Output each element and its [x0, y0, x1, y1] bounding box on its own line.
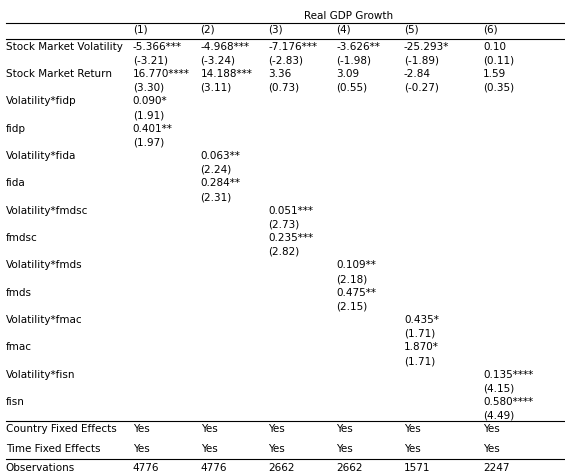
Text: Yes: Yes: [404, 444, 421, 454]
Text: (2.15): (2.15): [336, 302, 367, 312]
Text: 14.188***: 14.188***: [201, 69, 253, 79]
Text: (1.71): (1.71): [404, 329, 435, 339]
Text: Volatility*fmdsc: Volatility*fmdsc: [6, 206, 88, 216]
Text: Time Fixed Effects: Time Fixed Effects: [6, 444, 100, 454]
Text: (2.82): (2.82): [268, 247, 299, 257]
Text: (-3.21): (-3.21): [133, 55, 168, 65]
Text: (1): (1): [133, 25, 147, 35]
Text: (-3.24): (-3.24): [201, 55, 236, 65]
Text: (4.15): (4.15): [483, 384, 514, 394]
Text: 0.284**: 0.284**: [201, 178, 241, 188]
Text: (2.24): (2.24): [201, 165, 232, 175]
Text: (2.73): (2.73): [268, 219, 299, 229]
Text: 1571: 1571: [404, 463, 431, 473]
Text: Yes: Yes: [404, 424, 421, 435]
Text: (0.11): (0.11): [483, 55, 514, 65]
Text: 0.10: 0.10: [483, 42, 506, 52]
Text: -3.626**: -3.626**: [336, 42, 380, 52]
Text: (-1.89): (-1.89): [404, 55, 439, 65]
Text: Yes: Yes: [336, 424, 353, 435]
Text: fisn: fisn: [6, 397, 24, 407]
Text: Country Fixed Effects: Country Fixed Effects: [6, 424, 116, 435]
Text: Real GDP Growth: Real GDP Growth: [305, 11, 393, 21]
Text: 0.475**: 0.475**: [336, 288, 376, 298]
Text: (2.31): (2.31): [201, 192, 232, 202]
Text: Volatility*fida: Volatility*fida: [6, 151, 76, 161]
Text: -25.293*: -25.293*: [404, 42, 449, 52]
Text: (0.55): (0.55): [336, 83, 367, 93]
Text: (2): (2): [201, 25, 215, 35]
Text: Volatility*fisn: Volatility*fisn: [6, 370, 75, 380]
Text: Yes: Yes: [133, 424, 150, 435]
Text: Yes: Yes: [483, 444, 500, 454]
Text: 0.135****: 0.135****: [483, 370, 533, 380]
Text: 0.401**: 0.401**: [133, 123, 173, 133]
Text: fmac: fmac: [6, 342, 32, 352]
Text: fmdsc: fmdsc: [6, 233, 37, 243]
Text: Yes: Yes: [201, 424, 218, 435]
Text: fidp: fidp: [6, 123, 25, 133]
Text: 0.051***: 0.051***: [268, 206, 314, 216]
Text: 2247: 2247: [483, 463, 510, 473]
Text: Volatility*fmds: Volatility*fmds: [6, 260, 82, 271]
Text: -5.366***: -5.366***: [133, 42, 182, 52]
Text: 1.870*: 1.870*: [404, 342, 439, 352]
Text: (3.30): (3.30): [133, 83, 164, 93]
Text: 16.770****: 16.770****: [133, 69, 190, 79]
Text: (5): (5): [404, 25, 419, 35]
Text: (1.71): (1.71): [404, 356, 435, 366]
Text: Yes: Yes: [268, 444, 285, 454]
Text: (3.11): (3.11): [201, 83, 232, 93]
Text: 0.580****: 0.580****: [483, 397, 533, 407]
Text: Stock Market Return: Stock Market Return: [6, 69, 112, 79]
Text: 0.090*: 0.090*: [133, 96, 167, 106]
Text: 3.36: 3.36: [268, 69, 292, 79]
Text: Yes: Yes: [483, 424, 500, 435]
Text: 4776: 4776: [201, 463, 227, 473]
Text: (2.18): (2.18): [336, 274, 367, 284]
Text: (0.35): (0.35): [483, 83, 514, 93]
Text: (1.97): (1.97): [133, 138, 164, 148]
Text: Volatility*fidp: Volatility*fidp: [6, 96, 76, 106]
Text: Yes: Yes: [336, 444, 353, 454]
Text: (4): (4): [336, 25, 351, 35]
Text: fmds: fmds: [6, 288, 32, 298]
Text: 0.063**: 0.063**: [201, 151, 241, 161]
Text: Stock Market Volatility: Stock Market Volatility: [6, 42, 123, 52]
Text: 0.435*: 0.435*: [404, 315, 439, 325]
Text: (1.91): (1.91): [133, 110, 164, 120]
Text: 0.235***: 0.235***: [268, 233, 314, 243]
Text: 3.09: 3.09: [336, 69, 359, 79]
Text: -4.968***: -4.968***: [201, 42, 250, 52]
Text: Yes: Yes: [201, 444, 218, 454]
Text: (3): (3): [268, 25, 283, 35]
Text: (-0.27): (-0.27): [404, 83, 439, 93]
Text: Yes: Yes: [268, 424, 285, 435]
Text: (0.73): (0.73): [268, 83, 299, 93]
Text: 4776: 4776: [133, 463, 159, 473]
Text: Yes: Yes: [133, 444, 150, 454]
Text: 2662: 2662: [336, 463, 363, 473]
Text: -7.176***: -7.176***: [268, 42, 318, 52]
Text: (6): (6): [483, 25, 498, 35]
Text: (-2.83): (-2.83): [268, 55, 303, 65]
Text: (4.49): (4.49): [483, 411, 514, 421]
Text: Volatility*fmac: Volatility*fmac: [6, 315, 82, 325]
Text: 0.109**: 0.109**: [336, 260, 376, 271]
Text: 1.59: 1.59: [483, 69, 506, 79]
Text: 2662: 2662: [268, 463, 295, 473]
Text: (-1.98): (-1.98): [336, 55, 371, 65]
Text: -2.84: -2.84: [404, 69, 431, 79]
Text: fida: fida: [6, 178, 25, 188]
Text: Observations: Observations: [6, 463, 75, 473]
